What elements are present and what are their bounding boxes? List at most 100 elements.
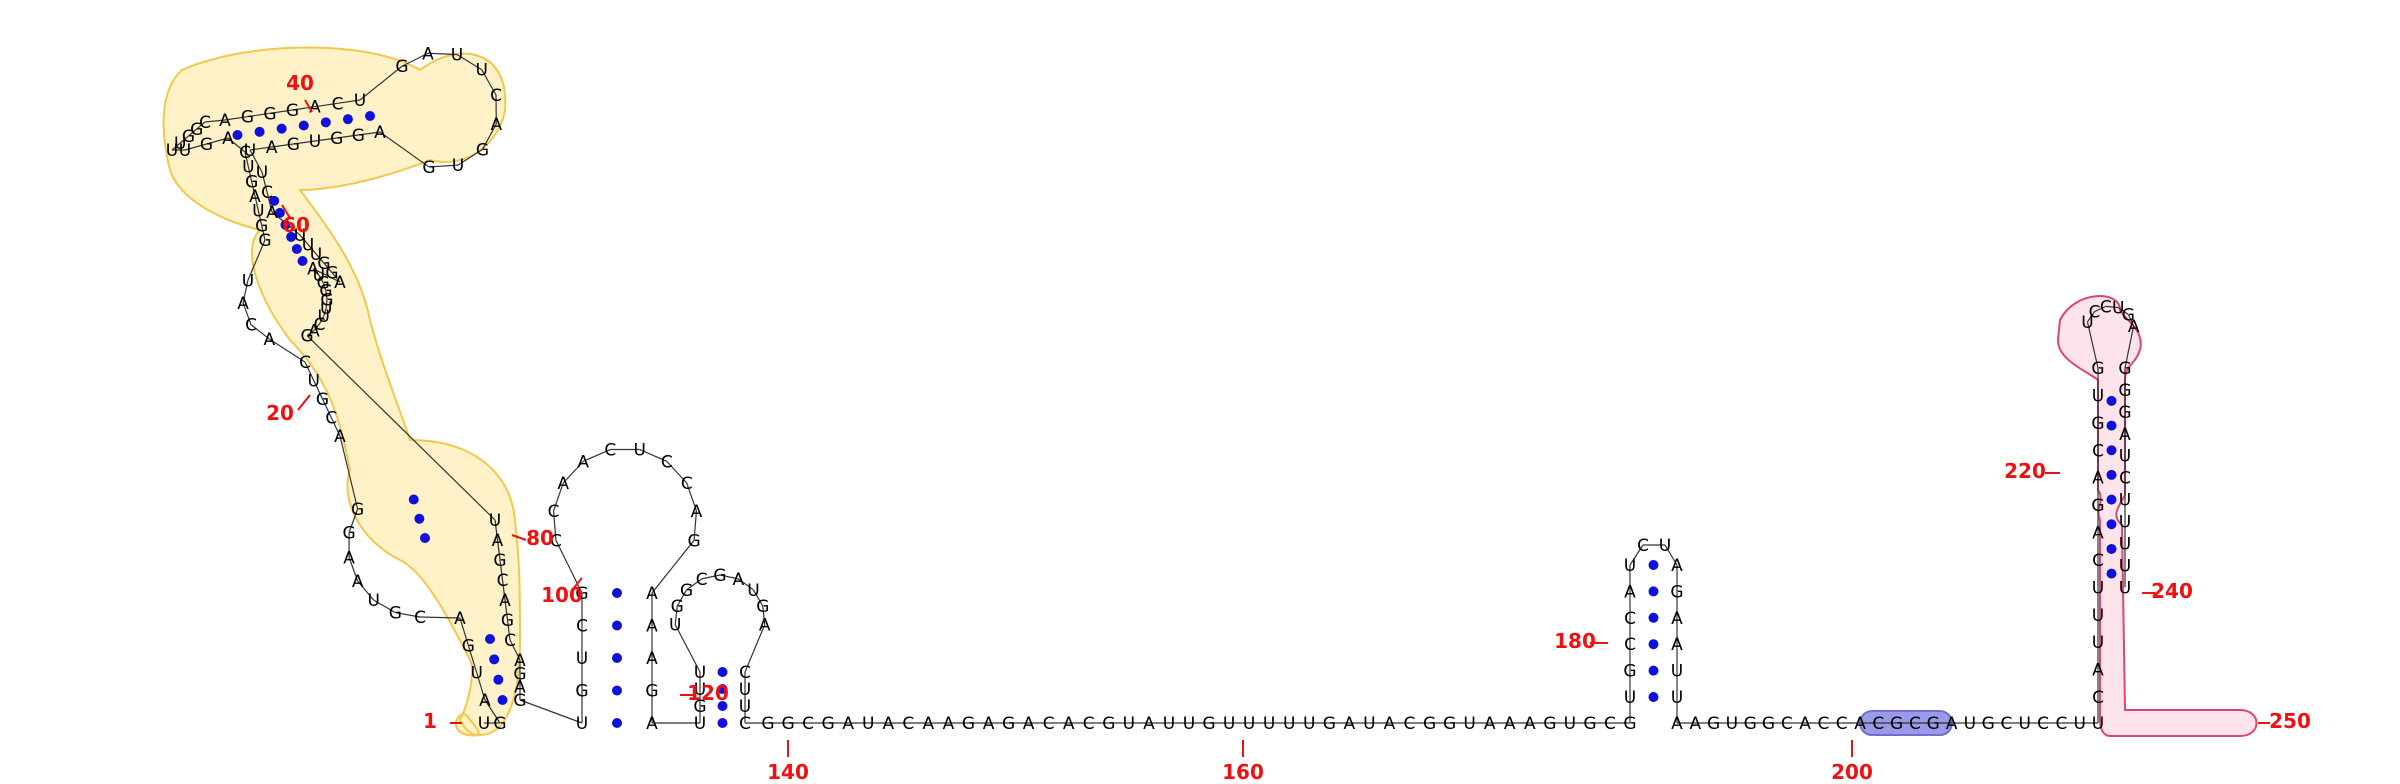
nucleotide: A <box>1143 714 1155 734</box>
base-pair-dot <box>717 718 728 728</box>
nucleotide: C <box>681 474 693 494</box>
nucleotide: G <box>1670 582 1683 602</box>
nucleotide: C <box>1624 635 1636 655</box>
base-pair-dot <box>254 126 265 137</box>
nucleotide: G <box>2091 414 2104 434</box>
nucleotide: A <box>1524 714 1536 734</box>
position-label: 160 <box>1222 760 1264 784</box>
nucleotide: U <box>1659 536 1671 556</box>
nucleotide: G <box>351 500 364 520</box>
nucleotide: U <box>309 132 321 152</box>
base-pair-dot <box>612 718 622 728</box>
nucleotide: C <box>261 183 273 203</box>
backbone-link <box>348 508 359 533</box>
nucleotide: C <box>2100 297 2112 317</box>
nucleotide: G <box>1890 714 1903 734</box>
position-label: 120 <box>687 681 729 705</box>
nucleotide: U <box>694 714 706 734</box>
backbone-link <box>456 54 483 71</box>
nucleotide: G <box>2122 306 2135 326</box>
nucleotide: C <box>1043 714 1055 734</box>
nucleotide: A <box>882 714 894 734</box>
backbone-link <box>427 52 457 56</box>
nucleotide: G <box>462 636 475 656</box>
backbone-link <box>476 672 486 701</box>
nucleotide: A <box>374 123 386 143</box>
nucleotide: A <box>1946 714 1958 734</box>
position-label: 180 <box>1554 629 1596 653</box>
nucleotide: G <box>263 104 276 124</box>
position-label: 1 <box>423 709 437 733</box>
nucleotide: G <box>241 108 254 128</box>
nucleotide: A <box>646 584 658 604</box>
nucleotide: U <box>739 697 751 717</box>
nucleotide: A <box>1384 714 1396 734</box>
backbone-link <box>553 482 564 512</box>
nucleotide: C <box>1817 714 1829 734</box>
backbone-link <box>313 323 321 331</box>
nucleotide: G <box>1927 714 1940 734</box>
nucleotide: G <box>1623 662 1636 682</box>
position-label: 240 <box>2151 579 2193 603</box>
nucleotide: G <box>200 135 213 155</box>
position-tick <box>511 534 527 541</box>
nucleotide: U <box>242 271 254 291</box>
nucleotide: A <box>923 714 935 734</box>
nucleotide: G <box>343 523 356 543</box>
backbone-link <box>312 268 320 276</box>
nucleotide: U <box>1463 714 1475 734</box>
backbone-link <box>261 225 266 241</box>
nucleotide: A <box>2092 524 2104 544</box>
backbone-link <box>2127 314 2135 327</box>
backbone-link <box>204 119 226 123</box>
backbone-link <box>247 112 271 118</box>
nucleotide: G <box>2091 359 2104 379</box>
nucleotide: A <box>308 321 320 341</box>
base-pair-dot <box>280 219 291 230</box>
nucleotide: U <box>244 141 256 161</box>
backbone-link <box>459 617 469 646</box>
base-pair-dot <box>297 256 308 266</box>
nucleotide: A <box>1689 714 1701 734</box>
nucleotide: A <box>219 111 231 131</box>
nucleotide: G <box>1202 714 1215 734</box>
nucleotide: U <box>1283 714 1295 734</box>
backbone-link <box>293 140 316 145</box>
backbone-link <box>206 137 229 145</box>
nucleotide: A <box>1624 582 1636 602</box>
nucleotide: C <box>414 608 426 628</box>
nucleotide: C <box>902 714 914 734</box>
base-pair-dot <box>2106 469 2117 480</box>
base-pair-dot <box>2106 395 2117 406</box>
backbone-link <box>719 574 739 580</box>
nucleotide: A <box>557 474 569 494</box>
base-pair-dot <box>2106 420 2117 431</box>
nucleotide: A <box>1063 714 1075 734</box>
base-pair-dot <box>717 701 728 711</box>
backbone-link <box>428 164 458 168</box>
base-pair-dot <box>274 207 285 218</box>
nucleotide: U <box>166 141 178 161</box>
base-pair-dot <box>1648 586 1659 597</box>
nucleotide: A <box>514 678 526 698</box>
backbone-link <box>666 460 688 484</box>
nucleotide: C <box>1872 714 1884 734</box>
backbone-link <box>582 448 611 462</box>
nucleotide: U <box>2019 714 2031 734</box>
backbone-link <box>562 460 584 484</box>
nucleotide: A <box>454 609 466 629</box>
nucleotide: U <box>2119 556 2131 576</box>
nucleotide: G <box>258 231 271 251</box>
base-pair-dot <box>489 654 500 665</box>
base-pair-dot <box>2106 543 2117 554</box>
backbone-link <box>686 482 697 512</box>
nucleotide: G <box>476 141 489 161</box>
nucleotide: U <box>308 372 320 392</box>
nucleotide: A <box>1671 714 1683 734</box>
nucleotide: U <box>1964 714 1976 734</box>
base-pair-dot <box>1648 612 1659 623</box>
nucleotide: G <box>422 158 435 178</box>
nucleotide: U <box>576 714 588 734</box>
nucleotide: G <box>316 390 329 410</box>
backbone-link <box>1664 544 1678 566</box>
